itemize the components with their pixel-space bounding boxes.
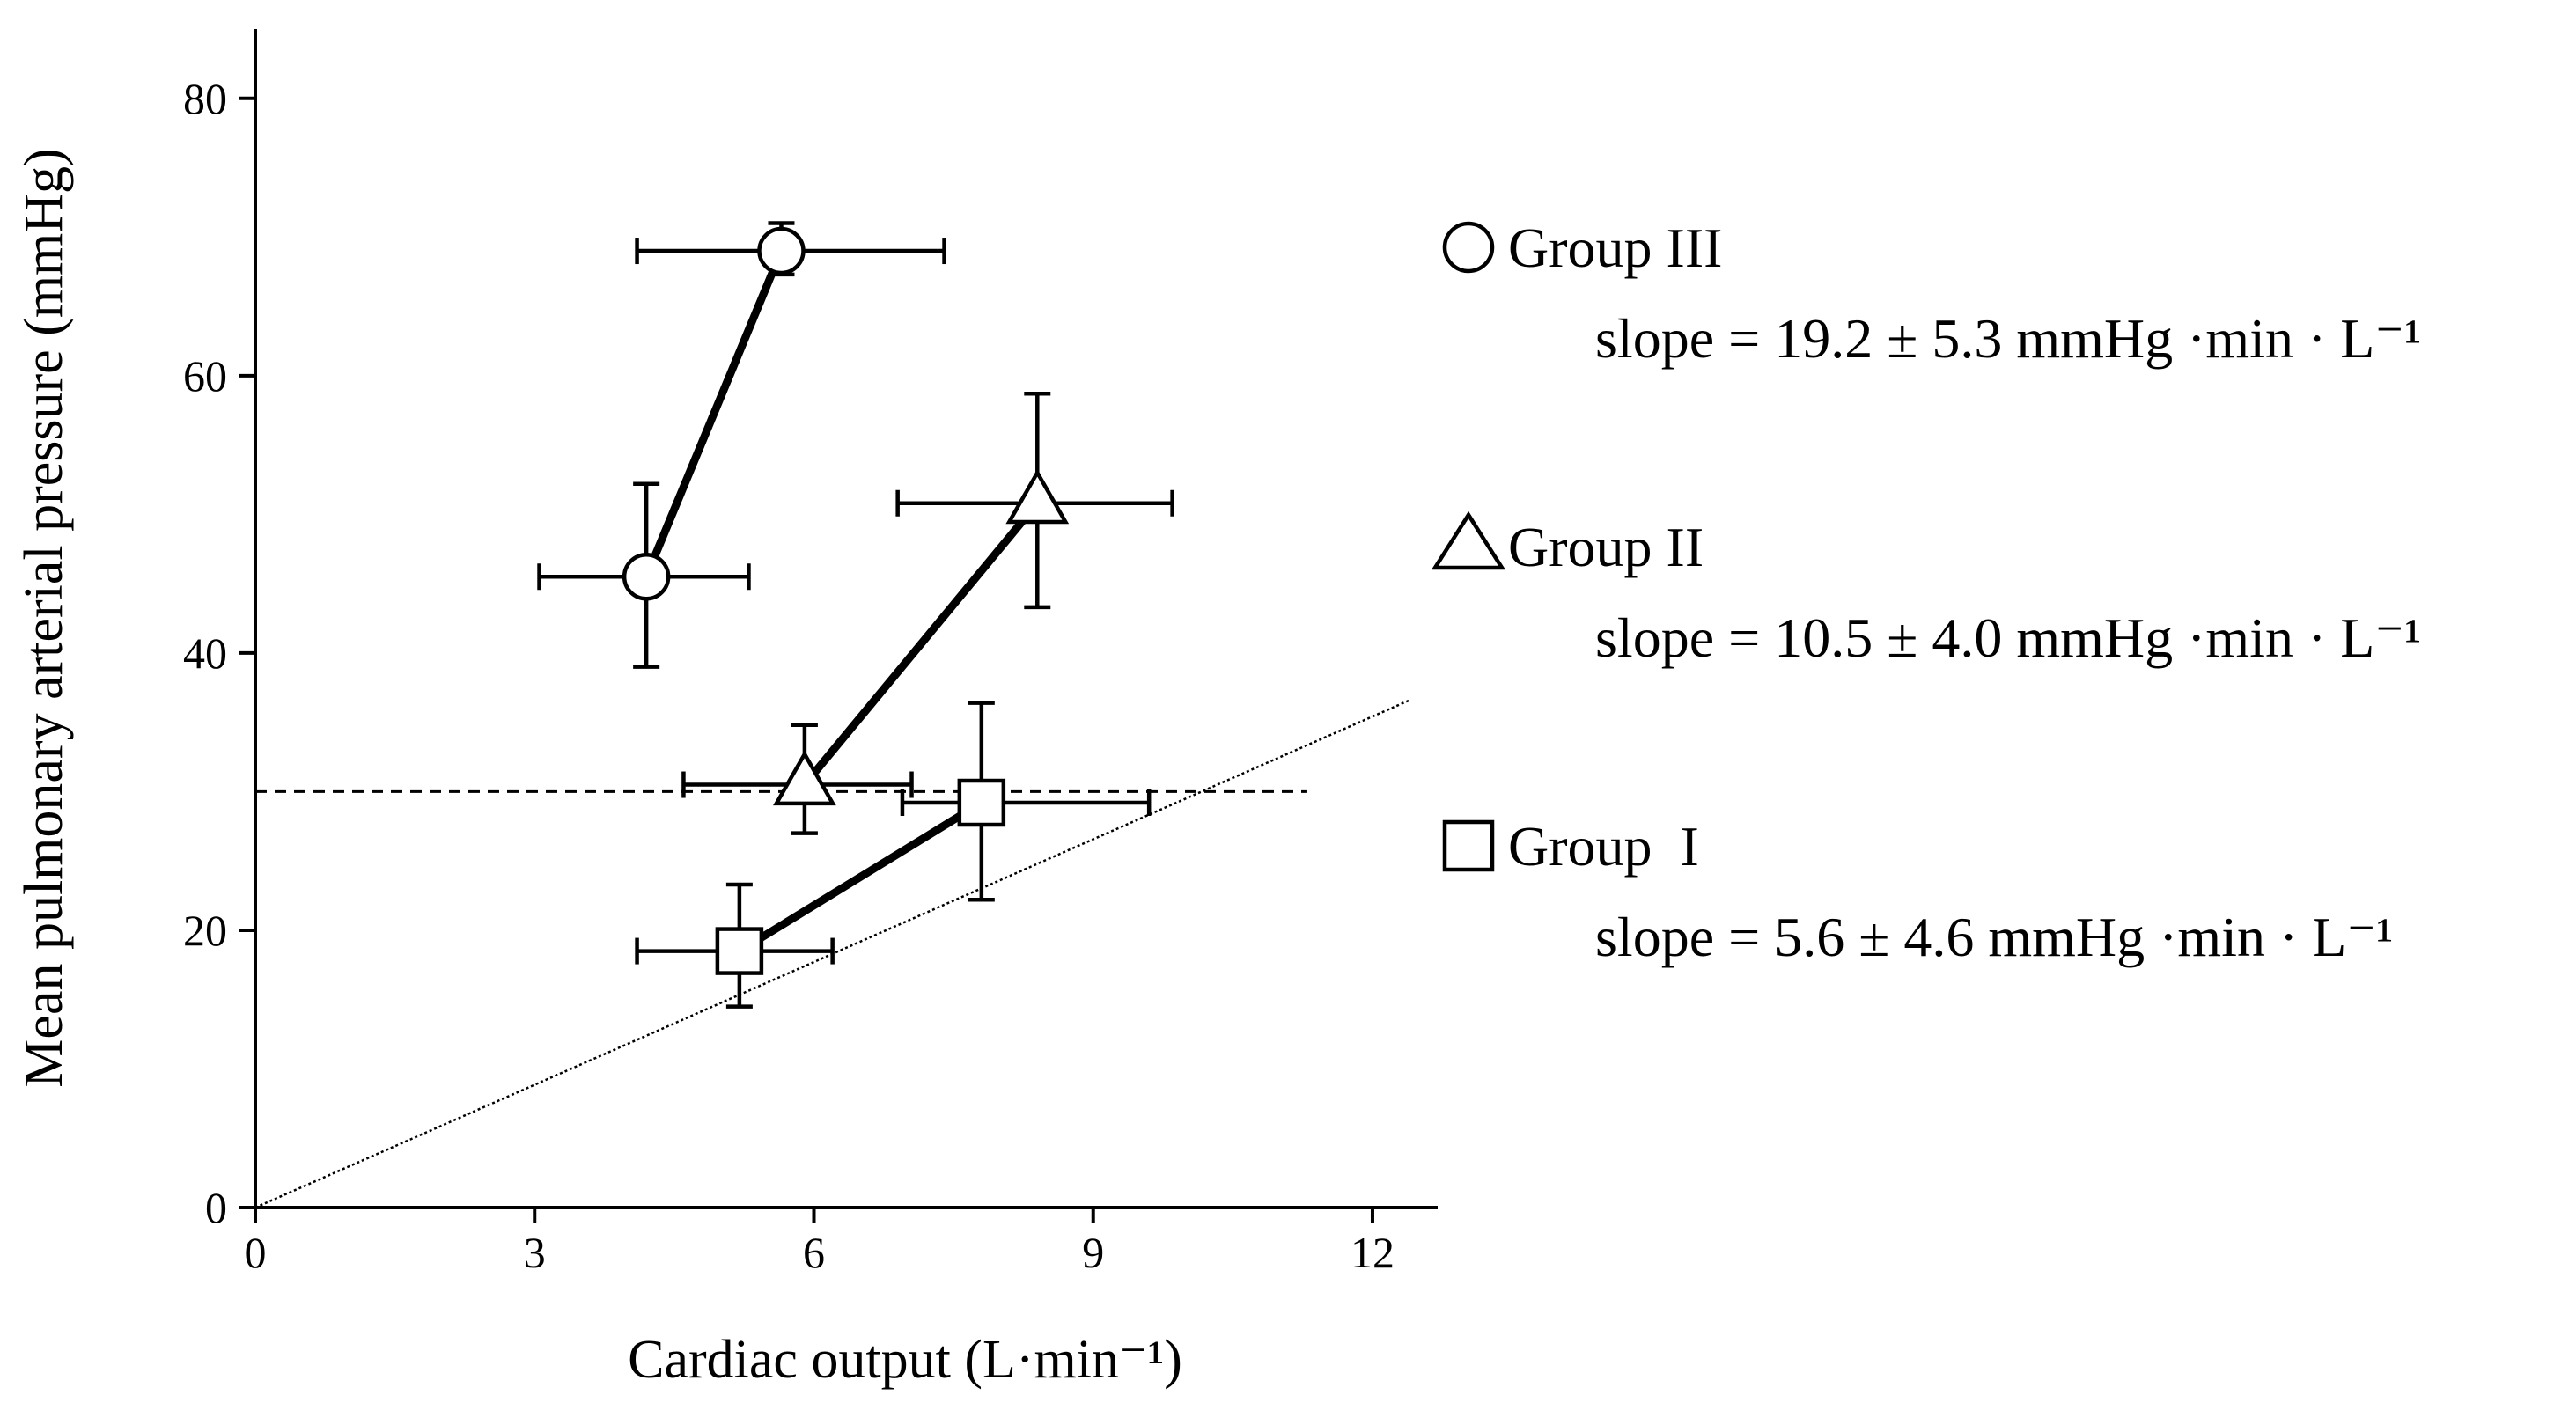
series-triangle [681, 392, 1174, 835]
y-tick-label: 60 [183, 351, 227, 400]
x-axis-title: Cardiac output (L·min⁻¹) [628, 1330, 1182, 1390]
x-tick-label: 6 [803, 1228, 825, 1277]
legend-marker-triangle [1431, 510, 1506, 570]
series-circle [537, 221, 946, 669]
series-line [642, 246, 785, 581]
legend-entry-square: Group I slope = 5.6 ± 4.6 mmHg ·min · L⁻¹ [1442, 815, 2393, 968]
legend-entry-triangle: Group II slope = 10.5 ± 4.0 mmHg ·min · L… [1431, 510, 2421, 669]
data-series [537, 221, 1174, 1009]
legend-slope-text: slope = 10.5 ± 4.0 mmHg ·min · L⁻¹ [1595, 606, 2421, 669]
y-tick-label: 0 [205, 1183, 227, 1232]
x-tick-label: 9 [1082, 1228, 1104, 1277]
data-point-circle [622, 552, 671, 601]
legend-slope-text: slope = 19.2 ± 5.3 mmHg ·min · L⁻¹ [1595, 307, 2421, 370]
y-ticks: 0 20 40 60 80 [183, 74, 255, 1232]
y-tick-label: 80 [183, 74, 227, 123]
legend-slope-text: slope = 5.6 ± 4.6 mmHg ·min · L⁻¹ [1595, 906, 2393, 968]
x-tick-label: 3 [524, 1228, 546, 1277]
series-square [635, 701, 1152, 1009]
legend-label: Group II [1508, 516, 1704, 578]
y-tick-label: 40 [183, 628, 227, 678]
legend-entry-circle: Group III slope = 19.2 ± 5.3 mmHg ·min · … [1442, 217, 2421, 370]
y-tick-label: 20 [183, 906, 227, 955]
legend-label: Group III [1508, 217, 1722, 279]
data-point-square [715, 927, 764, 975]
y-axis-title: Mean pulmonary arterial pressure (mmHg) [14, 148, 74, 1087]
data-point-triangle [773, 750, 836, 806]
x-tick-label: 0 [245, 1228, 267, 1277]
series-line [735, 798, 986, 956]
legend-marker-circle [1442, 221, 1495, 274]
legend: Group III slope = 19.2 ± 5.3 mmHg ·min · … [1431, 217, 2421, 968]
legend-label: Group I [1508, 815, 1699, 878]
axes [254, 29, 1438, 1209]
data-point-square [957, 778, 1006, 827]
data-point-triangle [1005, 468, 1070, 525]
x-tick-label: 12 [1351, 1228, 1395, 1277]
legend-marker-square [1442, 819, 1495, 872]
series-line [800, 499, 1041, 789]
data-point-circle [757, 226, 806, 275]
x-ticks: 0 3 6 9 12 [245, 1208, 1395, 1277]
